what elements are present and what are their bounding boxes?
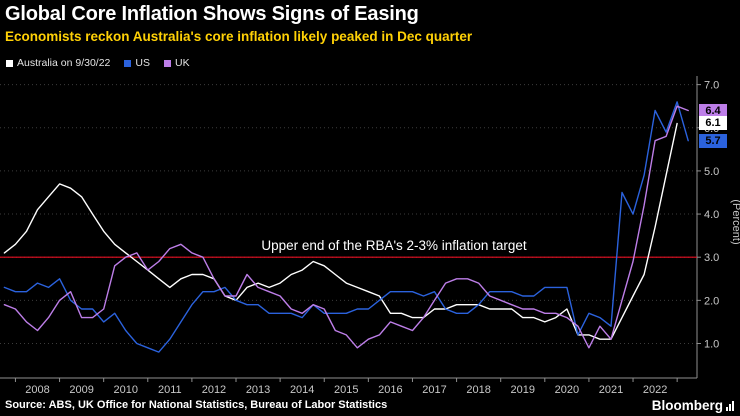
bloomberg-wordmark: Bloomberg	[651, 397, 723, 413]
end-value-badge-uk: 6.4	[699, 103, 727, 118]
legend-label-uk: UK	[175, 57, 190, 69]
legend-item-uk: UK	[164, 57, 190, 69]
plot-area: 1.02.03.04.05.06.07.02008200920102011201…	[0, 76, 740, 396]
chart-title: Global Core Inflation Shows Signs of Eas…	[5, 3, 419, 25]
source-attribution: Source: ABS, UK Office for National Stat…	[5, 399, 388, 411]
svg-text:2017: 2017	[422, 384, 446, 396]
svg-text:7.0: 7.0	[704, 80, 719, 92]
legend-item-us: US	[124, 57, 150, 69]
svg-text:2022: 2022	[643, 384, 667, 396]
svg-text:2008: 2008	[25, 384, 49, 396]
svg-text:1.0: 1.0	[704, 338, 719, 350]
legend-item-australia: Australia on 9/30/22	[6, 57, 110, 69]
svg-text:2018: 2018	[466, 384, 490, 396]
legend-swatch-uk	[164, 59, 171, 67]
svg-text:2020: 2020	[555, 384, 579, 396]
legend-label-us: US	[135, 57, 150, 69]
svg-text:2009: 2009	[69, 384, 93, 396]
svg-text:2019: 2019	[511, 384, 535, 396]
svg-text:2016: 2016	[378, 384, 402, 396]
bloomberg-logo: Bloomberg	[652, 398, 734, 413]
chart-legend: Australia on 9/30/22 US UK	[6, 57, 190, 69]
end-value-badge-australia: 6.1	[699, 116, 727, 131]
end-value-badge-us: 5.7	[699, 133, 727, 148]
svg-text:2021: 2021	[599, 384, 623, 396]
svg-text:2014: 2014	[290, 384, 314, 396]
bloomberg-bars-icon	[726, 400, 734, 413]
rba-target-annotation: Upper end of the RBA's 2-3% inflation ta…	[261, 238, 526, 253]
svg-text:2011: 2011	[158, 384, 182, 396]
svg-text:3.0: 3.0	[704, 252, 719, 264]
svg-text:5.0: 5.0	[704, 166, 719, 178]
chart-footer: Source: ABS, UK Office for National Stat…	[0, 396, 740, 416]
svg-text:(Percent): (Percent)	[730, 199, 740, 244]
svg-text:2013: 2013	[246, 384, 270, 396]
svg-text:2.0: 2.0	[704, 295, 719, 307]
legend-label-australia: Australia on 9/30/22	[17, 57, 111, 69]
chart-subtitle: Economists reckon Australia's core infla…	[5, 29, 473, 44]
svg-text:2015: 2015	[334, 384, 358, 396]
line-chart: 1.02.03.04.05.06.07.02008200920102011201…	[0, 72, 740, 398]
svg-text:2012: 2012	[202, 384, 226, 396]
legend-swatch-australia	[6, 59, 13, 67]
legend-swatch-us	[124, 59, 132, 67]
svg-text:4.0: 4.0	[704, 209, 719, 221]
svg-text:2010: 2010	[113, 384, 137, 396]
